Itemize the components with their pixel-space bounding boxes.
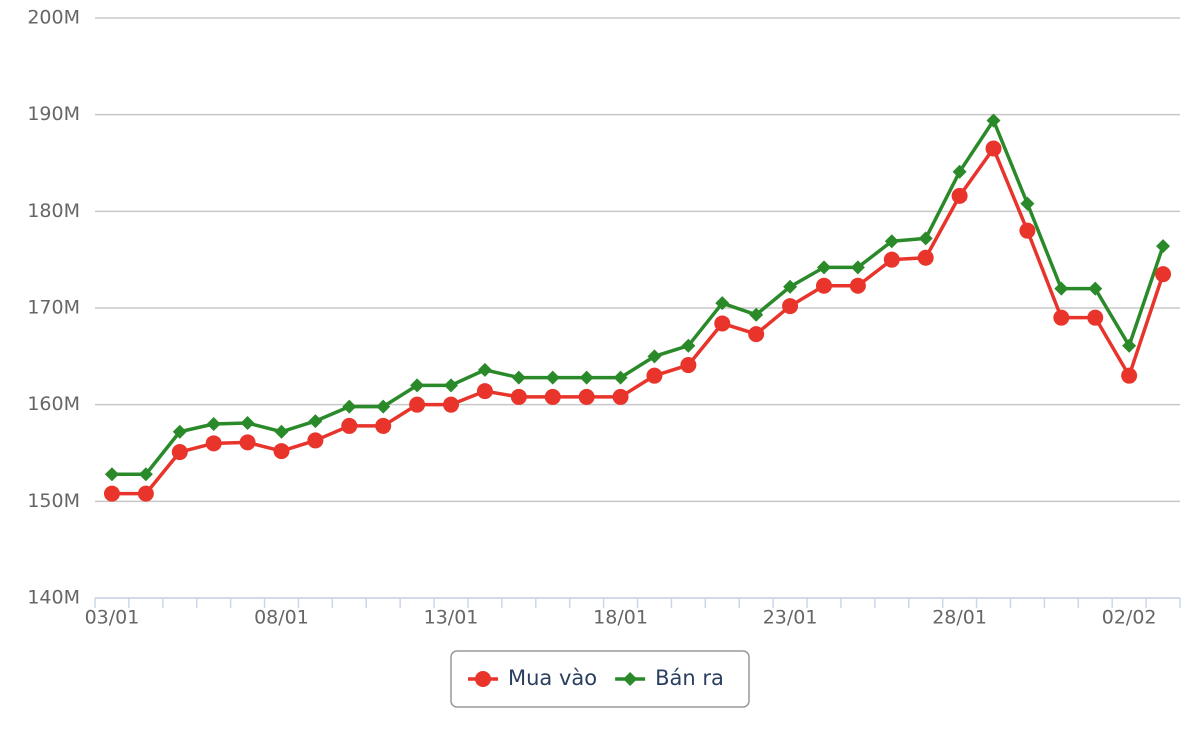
- data-point: [544, 388, 561, 405]
- data-point: [1122, 338, 1137, 353]
- data-point: [579, 370, 594, 385]
- data-point: [612, 388, 629, 405]
- data-point: [578, 388, 595, 405]
- data-point: [239, 434, 256, 451]
- data-point: [917, 249, 934, 266]
- y-tick-label: 140M: [27, 587, 80, 609]
- x-tick-label: 02/02: [1102, 607, 1157, 629]
- data-point: [138, 467, 153, 482]
- data-point: [376, 399, 391, 414]
- data-point: [1121, 367, 1138, 384]
- y-tick-label: 160M: [27, 393, 80, 415]
- legend-label: Bán ra: [655, 666, 724, 690]
- data-point: [985, 140, 1002, 157]
- legend-box: [450, 650, 750, 708]
- legend-label: Mua vào: [508, 666, 597, 690]
- data-point: [443, 396, 460, 413]
- x-tick-label: 08/01: [254, 607, 309, 629]
- data-point: [375, 417, 392, 434]
- data-point: [884, 234, 899, 249]
- data-point: [680, 357, 697, 374]
- data-point: [1155, 266, 1172, 283]
- data-point: [951, 187, 968, 204]
- x-tick-label: 13/01: [424, 607, 479, 629]
- data-point: [545, 370, 560, 385]
- data-point: [1156, 239, 1171, 254]
- data-point: [613, 370, 628, 385]
- data-point: [748, 326, 765, 343]
- x-tick-label: 28/01: [932, 607, 987, 629]
- data-point: [1088, 281, 1103, 296]
- data-point: [782, 298, 799, 315]
- data-point: [205, 435, 222, 452]
- data-point: [206, 417, 221, 431]
- data-point: [715, 296, 730, 311]
- data-point: [1087, 309, 1104, 326]
- data-point: [307, 432, 324, 449]
- data-point: [477, 362, 492, 377]
- data-point: [1019, 222, 1036, 239]
- y-tick-label: 150M: [27, 490, 80, 512]
- data-point: [273, 443, 290, 460]
- data-point: [783, 279, 798, 294]
- y-tick-label: 200M: [27, 7, 80, 29]
- series-line: [111, 146, 1165, 496]
- y-tick-label: 180M: [27, 200, 80, 222]
- data-point: [342, 399, 357, 414]
- data-point: [849, 277, 866, 294]
- data-point: [749, 307, 764, 322]
- legend: Mua vào Bán ra: [450, 650, 750, 708]
- data-point: [918, 231, 933, 246]
- data-point: [274, 424, 289, 439]
- data-point: [647, 349, 662, 364]
- data-point: [511, 370, 526, 385]
- series-line: [111, 118, 1165, 477]
- data-point: [308, 414, 323, 429]
- data-point: [681, 338, 696, 353]
- data-point: [410, 378, 425, 393]
- data-point: [816, 260, 831, 275]
- data-point: [240, 416, 255, 431]
- data-point: [952, 164, 967, 179]
- y-tick-label: 170M: [27, 297, 80, 319]
- x-tick-label: 23/01: [763, 607, 818, 629]
- data-point: [714, 315, 731, 332]
- data-point: [103, 485, 120, 502]
- x-tick-label: 03/01: [85, 607, 140, 629]
- legend-marker: [475, 671, 491, 687]
- data-point: [646, 367, 663, 384]
- data-point: [510, 388, 527, 405]
- data-point: [1020, 196, 1035, 211]
- y-tick-label: 190M: [27, 103, 80, 125]
- data-point: [137, 485, 154, 502]
- legend-marker: [623, 672, 638, 686]
- data-point: [476, 383, 493, 400]
- data-point: [172, 424, 187, 439]
- data-point: [815, 277, 832, 294]
- data-point: [1053, 309, 1070, 326]
- data-point: [850, 260, 865, 275]
- data-point: [341, 417, 358, 434]
- x-tick-label: 18/01: [593, 607, 648, 629]
- data-point: [883, 251, 900, 268]
- data-point: [171, 444, 188, 461]
- data-point: [1054, 281, 1069, 296]
- data-point: [986, 113, 1001, 128]
- data-point: [444, 378, 459, 393]
- data-point: [104, 467, 119, 482]
- data-point: [409, 396, 426, 413]
